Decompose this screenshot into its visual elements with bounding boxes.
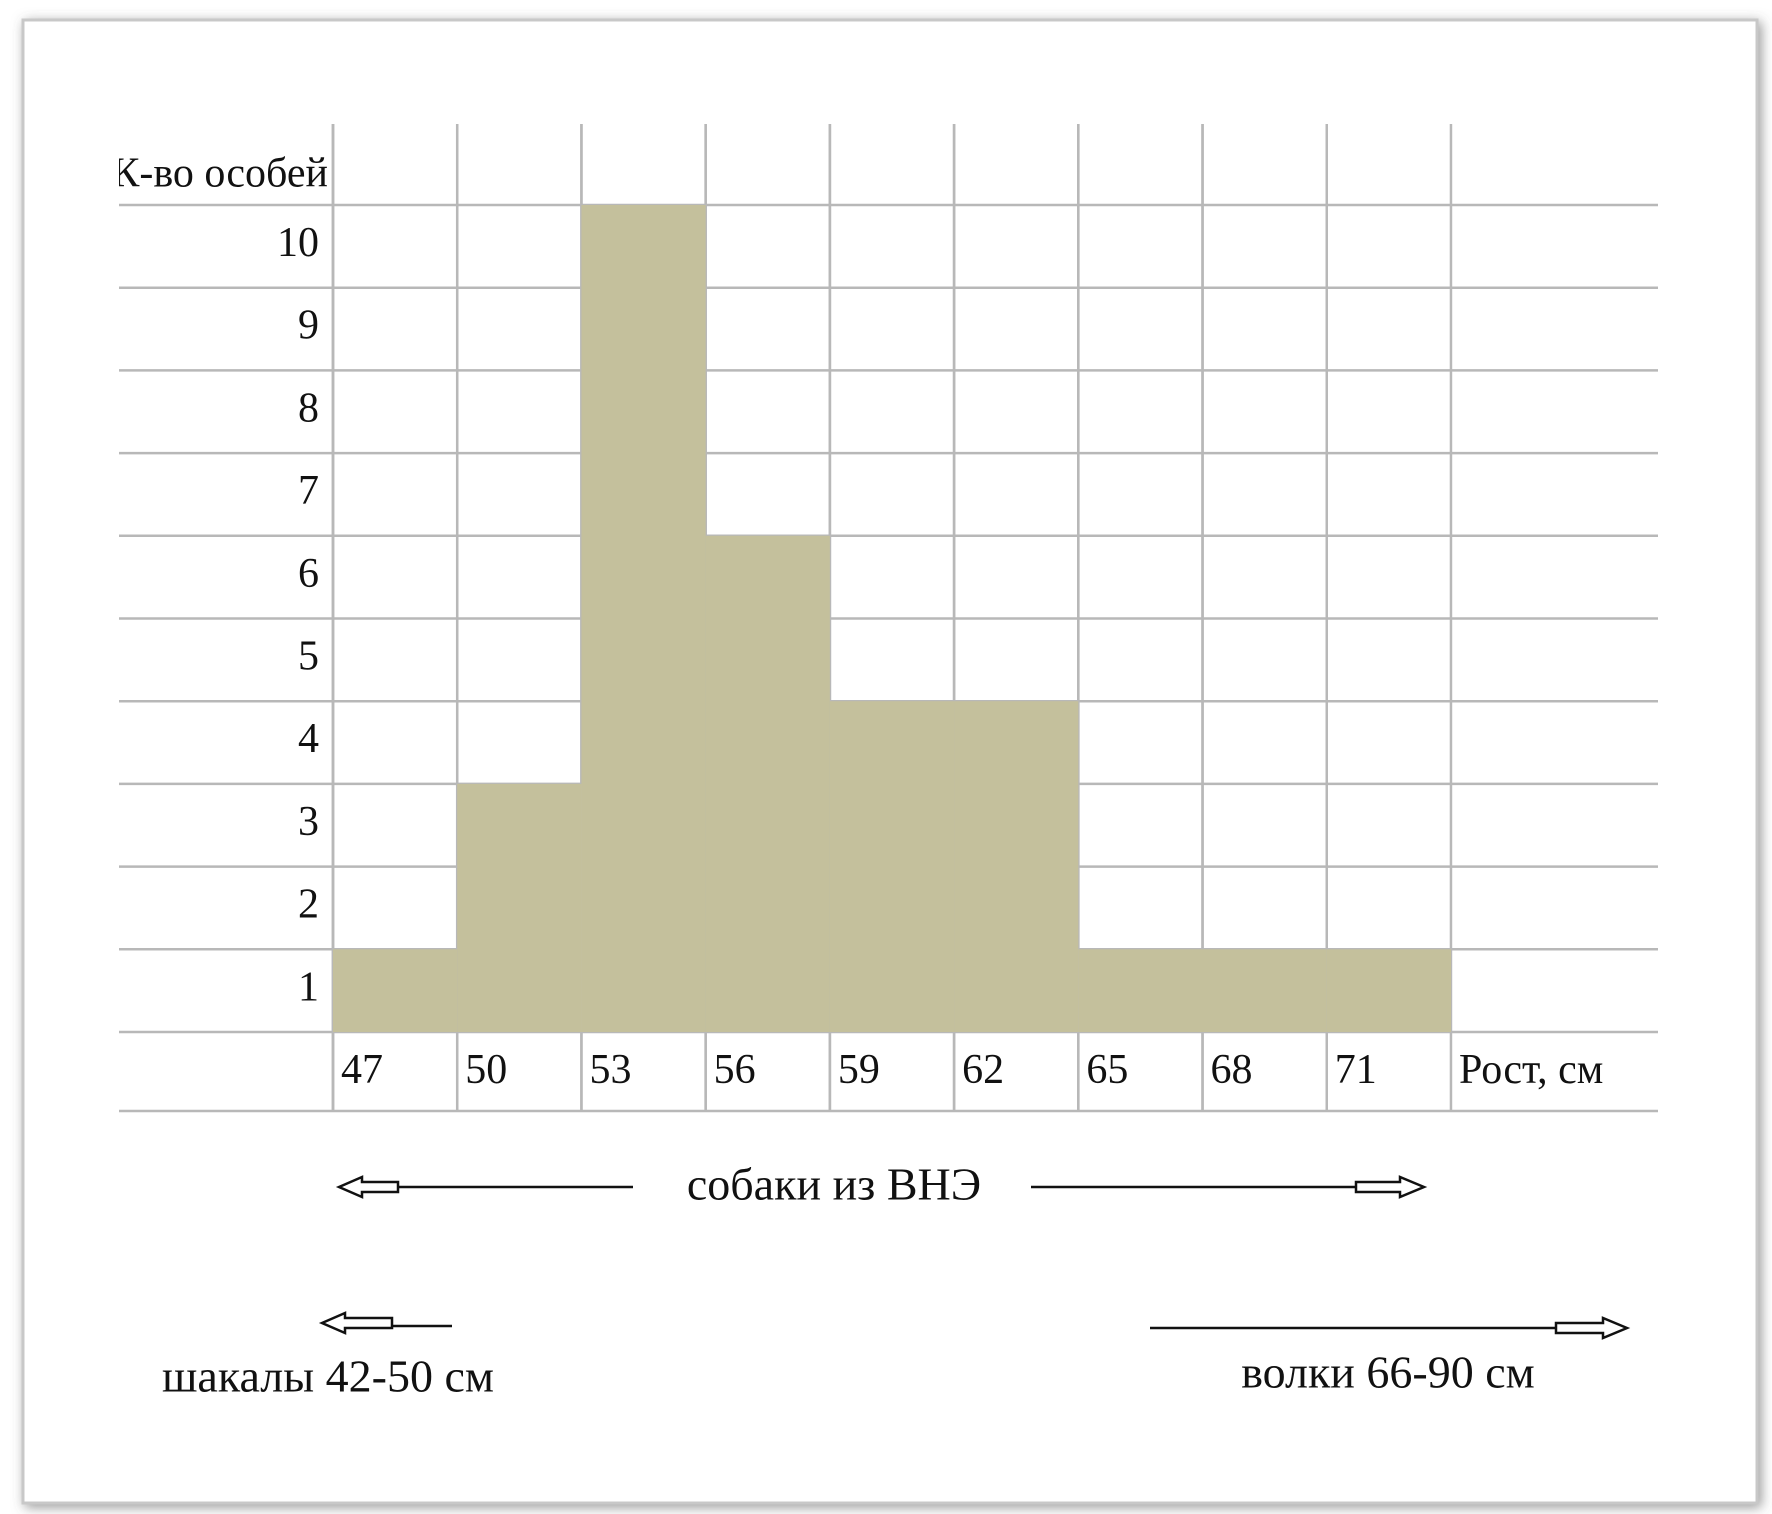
x-tick-label: 47 — [341, 1047, 383, 1093]
annotation: собаки из ВНЭ — [687, 1159, 981, 1210]
x-tick-label: 59 — [838, 1047, 880, 1093]
bar — [705, 535, 830, 1032]
y-axis-label: К-во особей — [111, 151, 328, 197]
bar — [457, 783, 582, 1032]
bar — [1326, 949, 1451, 1032]
bar — [1078, 949, 1203, 1032]
y-tick-label: 2 — [298, 882, 319, 928]
y-tick-label: 6 — [298, 551, 319, 597]
y-tick-label: 4 — [298, 716, 319, 762]
x-tick-label: 50 — [465, 1047, 507, 1093]
bar — [829, 701, 955, 1032]
bars — [333, 205, 1451, 1032]
x-tick-label: 53 — [589, 1047, 631, 1093]
bar — [581, 205, 706, 1032]
y-tick-label: 9 — [298, 303, 319, 349]
bar — [333, 949, 458, 1032]
x-tick-label: 68 — [1211, 1047, 1253, 1093]
annotation: шакалы 42-50 см — [162, 1351, 494, 1402]
x-tick-label: 56 — [714, 1047, 756, 1093]
x-axis-label: Рост, см — [1459, 1047, 1603, 1093]
y-tick-label: 10 — [277, 220, 319, 266]
y-tick-label: 1 — [298, 964, 319, 1010]
y-tick-label: 7 — [298, 468, 319, 514]
annotation: волки 66-90 см — [1241, 1347, 1535, 1398]
y-tick-label: 8 — [298, 385, 319, 431]
x-tick-label: 62 — [962, 1047, 1004, 1093]
annotation-bg — [640, 1160, 1025, 1214]
x-tick-label: 71 — [1335, 1047, 1377, 1093]
bar — [954, 701, 1079, 1032]
bar — [1202, 949, 1327, 1032]
y-tick-label: 3 — [298, 799, 319, 845]
arrows — [318, 1175, 1631, 1340]
y-tick-label: 5 — [298, 633, 319, 679]
x-tick-label: 65 — [1086, 1047, 1128, 1093]
